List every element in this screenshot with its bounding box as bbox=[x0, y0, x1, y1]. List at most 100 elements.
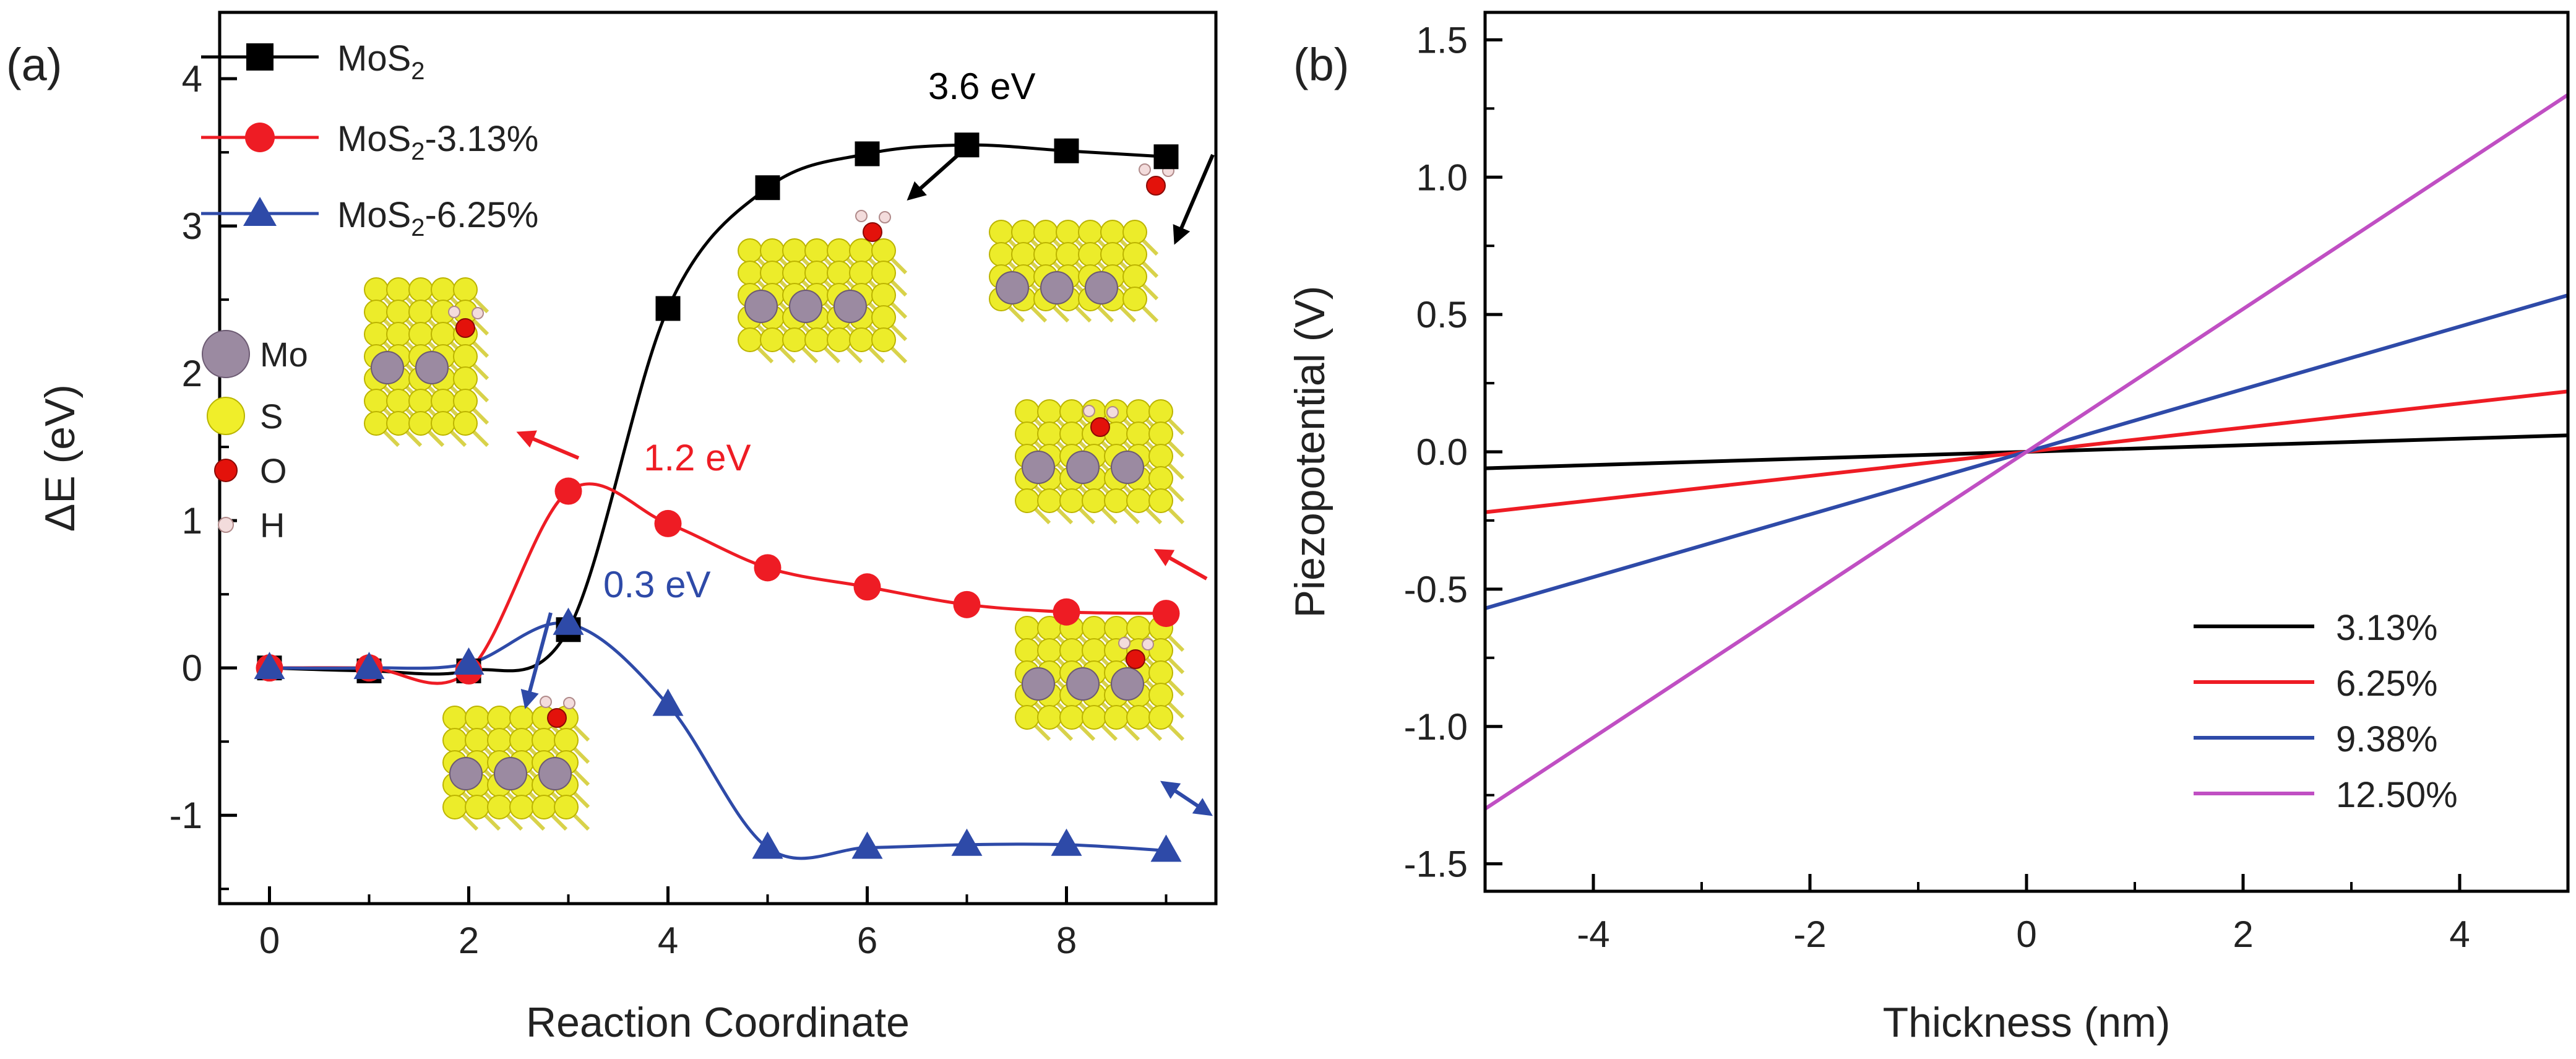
s-atom bbox=[1126, 616, 1151, 641]
s-atom bbox=[386, 277, 411, 302]
o-atom bbox=[1146, 176, 1166, 196]
s-atom bbox=[1033, 220, 1058, 244]
s-atom bbox=[453, 366, 478, 391]
h-atom bbox=[1142, 638, 1154, 651]
data-point-square bbox=[855, 141, 880, 166]
panel-a-label: (a) bbox=[6, 39, 62, 90]
mo-atom bbox=[1022, 667, 1055, 701]
s-atom bbox=[386, 300, 411, 324]
mo-atom bbox=[538, 757, 572, 790]
mo-atom bbox=[371, 351, 404, 384]
s-atom bbox=[1011, 220, 1036, 244]
s-atom bbox=[364, 300, 389, 324]
y-tick-label: -1.0 bbox=[1404, 706, 1468, 748]
s-atom bbox=[1059, 488, 1084, 513]
x-tick-label: 6 bbox=[857, 920, 877, 961]
s-atom bbox=[804, 238, 829, 263]
x-tick-label: 0 bbox=[2016, 914, 2036, 955]
s-atom bbox=[408, 300, 433, 324]
data-point-triangle bbox=[553, 607, 584, 635]
s-atom bbox=[1122, 264, 1147, 289]
s-atom bbox=[871, 305, 896, 330]
x-tick-label: 8 bbox=[1056, 920, 1077, 961]
s-atom bbox=[1037, 488, 1062, 513]
panel-a-ylabel: ΔE (eV) bbox=[37, 384, 84, 532]
panel-a-curves bbox=[269, 143, 1166, 860]
y-tick-label: 2 bbox=[182, 353, 202, 394]
x-tick-label: 0 bbox=[259, 920, 280, 961]
h-atom-icon bbox=[218, 517, 234, 533]
s-atom bbox=[465, 728, 489, 753]
s-atom bbox=[760, 327, 785, 352]
legend-label: 3.13% bbox=[2336, 608, 2437, 648]
s-atom bbox=[782, 238, 807, 263]
legend-label: 12.50% bbox=[2336, 775, 2458, 815]
y-tick-label: 0.0 bbox=[1416, 431, 1468, 473]
mo-atom bbox=[834, 290, 867, 323]
structure-illustrations bbox=[364, 163, 1185, 831]
s-atom bbox=[431, 411, 455, 436]
panel-a-ticks: 0 2 4 6 8 -1 0 1 2 3 4 bbox=[170, 58, 1168, 961]
data-point-triangle bbox=[652, 688, 684, 716]
o-atom bbox=[1090, 417, 1110, 437]
data-point-circle bbox=[754, 554, 782, 582]
h-atom bbox=[540, 696, 552, 708]
o-atom-icon bbox=[214, 459, 238, 482]
s-atom bbox=[386, 389, 411, 413]
legend-label: MoS2 bbox=[337, 38, 425, 85]
s-atom bbox=[431, 389, 455, 413]
panel-a-frame bbox=[218, 11, 1218, 906]
panel-a-legend: MoS2 MoS2-3.13% MoS2-6.25% bbox=[201, 38, 538, 241]
arrow-red-peak bbox=[516, 430, 580, 460]
panel-a: (a) 0 2 4 6 8 -1 0 1 2 3 4 Reaction Coordinate ΔE … bbox=[6, 11, 1218, 1046]
s-atom bbox=[487, 728, 512, 753]
s-atom bbox=[1148, 683, 1173, 707]
data-point-triangle bbox=[851, 831, 883, 859]
panel-b-xlabel: Thickness (nm) bbox=[1883, 999, 2171, 1046]
x-tick-label: 2 bbox=[2233, 914, 2253, 955]
adsorbate-6.25-step-3 bbox=[540, 696, 575, 728]
panel-b: (b) -4 -2 0 2 4 -1.5 -1.0 -0.5 0.0 0.5 1.0 1.5 Thic… bbox=[1286, 11, 2570, 1046]
data-point-triangle bbox=[951, 828, 983, 856]
s-atom bbox=[487, 706, 512, 730]
legend-label: 6.25% bbox=[2336, 663, 2437, 704]
series-line-0 bbox=[269, 143, 1166, 676]
data-point-circle bbox=[853, 573, 881, 601]
s-atom bbox=[364, 277, 389, 302]
s-atom bbox=[849, 238, 874, 263]
s-atom bbox=[554, 795, 579, 819]
legend-entry-mos2-6.25: MoS2-6.25% bbox=[201, 195, 538, 241]
s-atom bbox=[871, 238, 896, 263]
s-atom bbox=[532, 795, 556, 819]
atom-key: Mo S O H bbox=[202, 330, 308, 545]
mo-atom bbox=[1066, 667, 1100, 701]
data-point-triangle bbox=[353, 652, 385, 680]
mo-atom bbox=[789, 290, 822, 323]
y-tick-label: -1 bbox=[170, 795, 202, 836]
s-atom bbox=[453, 411, 478, 436]
s-atom bbox=[1015, 399, 1040, 424]
s-atom bbox=[1082, 638, 1106, 663]
legend-marker-circle bbox=[245, 123, 275, 152]
data-point-triangle bbox=[1150, 834, 1182, 862]
mo-atom bbox=[996, 271, 1029, 305]
s-atom bbox=[1148, 421, 1173, 446]
s-atom bbox=[1015, 638, 1040, 663]
annotation-0.3ev: 0.3 eV bbox=[603, 564, 710, 605]
h-atom bbox=[1118, 637, 1131, 649]
s-atom bbox=[1148, 466, 1173, 491]
legend-entry-mos2-3.13: MoS2-3.13% bbox=[201, 119, 538, 165]
s-atom bbox=[408, 277, 433, 302]
panel-b-ylabel: Piezopotential (V) bbox=[1286, 286, 1333, 618]
mo-atom bbox=[1066, 451, 1100, 484]
s-atom bbox=[738, 238, 762, 263]
s-atom bbox=[431, 277, 455, 302]
s-atom bbox=[849, 327, 874, 352]
legend-label: MoS2-3.13% bbox=[337, 119, 538, 165]
s-atom bbox=[827, 261, 851, 285]
s-atom bbox=[1011, 242, 1036, 267]
data-point-circle bbox=[654, 509, 682, 537]
s-atom bbox=[532, 728, 556, 753]
h-atom bbox=[448, 306, 460, 318]
